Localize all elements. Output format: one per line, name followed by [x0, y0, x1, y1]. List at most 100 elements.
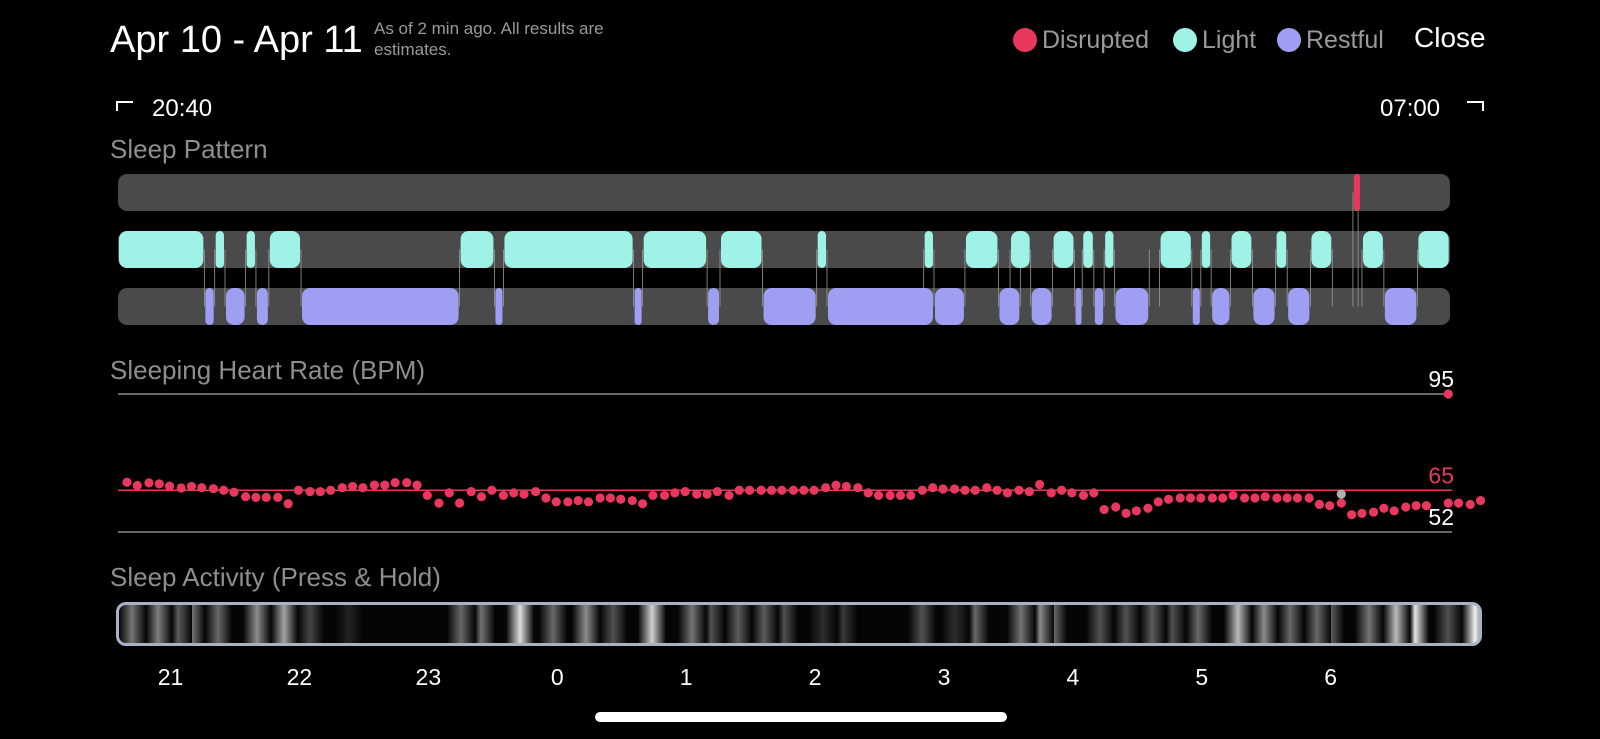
heart-rate-point [1421, 501, 1431, 511]
estimate-note: As of 2 min ago. All results are estimat… [374, 19, 604, 59]
heart-rate-point [498, 490, 509, 501]
segment-light [1362, 231, 1383, 268]
heart-rate-point [1002, 488, 1013, 498]
heart-rate-point [766, 485, 777, 495]
heart-rate-point [1014, 485, 1024, 495]
heart-rate-point [1250, 493, 1260, 503]
heart-rate-point [583, 497, 594, 507]
close-button[interactable]: Close [1414, 22, 1486, 53]
heart-rate-point [412, 480, 422, 490]
heart-rate-point [380, 480, 390, 490]
heart-rate-point [1389, 506, 1399, 516]
range-end-bracket-icon [1467, 101, 1484, 111]
pattern-track-disrupted [118, 174, 1450, 211]
sleep-pattern-title: Sleep Pattern [110, 134, 268, 164]
legend-restful-label: Restful [1306, 25, 1384, 54]
heart-rate-point [702, 489, 712, 499]
restful-dot-icon [1277, 28, 1301, 52]
heart-rate-point [390, 477, 400, 488]
heart-rate-point [444, 488, 454, 498]
heart-rate-point [1368, 507, 1379, 517]
heart-rate-point [1304, 493, 1314, 503]
heart-rate-point [724, 490, 734, 501]
segment-restful [763, 288, 816, 325]
segment-light [924, 231, 933, 268]
heart-rate-point [1153, 497, 1163, 507]
legend-light: Light [1173, 26, 1256, 54]
legend-disrupted: Disrupted [1013, 26, 1149, 54]
heart-rate-point [144, 478, 154, 488]
segment-light [1011, 231, 1030, 268]
heart-rate-point [1325, 501, 1335, 511]
heart-rate-point [638, 499, 648, 509]
heart-rate-point [261, 492, 271, 502]
heart-rate-point [1411, 501, 1421, 511]
heart-rate-point [863, 488, 873, 498]
home-indicator[interactable] [595, 712, 1007, 722]
segment-light [1105, 231, 1114, 268]
heart-rate-point [337, 483, 347, 493]
segment-light [246, 231, 255, 268]
heart-rate-point [627, 495, 637, 506]
heart-rate-point [1056, 485, 1067, 495]
heart-rate-point [293, 485, 304, 495]
hour-tick-label: 5 [1195, 664, 1209, 690]
heart-rate-point [563, 497, 573, 507]
heart-rate-point [251, 492, 261, 502]
heart-rate-point [680, 486, 690, 497]
heart-rate-point [154, 479, 164, 489]
heart-rate-point [809, 485, 819, 495]
heart-rate-point [712, 486, 722, 497]
sleep-activity-title: Sleep Activity (Press & Hold) [110, 562, 441, 592]
heart-rate-point [434, 498, 444, 508]
heart-rate-point [1272, 493, 1282, 503]
heart-rate-point [777, 485, 787, 495]
segment-restful [999, 288, 1020, 325]
heart-rate-point [1067, 488, 1077, 498]
heart-rate-point [906, 490, 916, 501]
segment-restful [1075, 288, 1082, 325]
heart-rate-point [1282, 493, 1292, 503]
legend-restful: Restful [1277, 26, 1384, 54]
heart-rate-point [1046, 488, 1056, 498]
heart-rate-point [164, 481, 175, 491]
heart-rate-point [132, 480, 142, 491]
heart-rate-point [1078, 490, 1089, 501]
heart-rate-point [1292, 493, 1303, 503]
hour-tick-label: 23 [415, 664, 442, 690]
heart-rate-point [240, 492, 251, 502]
segment-light [1201, 231, 1211, 268]
segment-light [269, 231, 301, 268]
range-start-time: 20:40 [152, 95, 213, 122]
heart-rate-point [873, 490, 884, 501]
heart-rate-point [960, 485, 970, 495]
reference-label-95: 95 [1428, 366, 1454, 392]
sleep-pattern-chart[interactable] [0, 170, 1600, 335]
heart-rate-point [122, 477, 132, 487]
heart-rate-point [541, 493, 551, 503]
heart-rate-point [1314, 499, 1324, 509]
heart-rate-title: Sleeping Heart Rate (BPM) [110, 355, 426, 385]
heart-rate-point [315, 486, 325, 497]
heart-rate-point [454, 498, 465, 508]
heart-rate-point [1131, 506, 1141, 516]
heart-rate-point [1454, 498, 1464, 508]
disrupted-dot-icon [1013, 28, 1037, 52]
segment-restful [708, 288, 719, 325]
sleep-activity-strip[interactable] [116, 602, 1482, 646]
segment-restful [1253, 288, 1275, 325]
heart-rate-point [659, 490, 670, 501]
heart-rate-point [1207, 493, 1218, 503]
hour-tick-label: 3 [937, 664, 951, 690]
heart-rate-point [1336, 498, 1346, 508]
segment-light [1276, 231, 1287, 268]
heart-rate-point [1089, 488, 1099, 498]
segment-restful [256, 288, 268, 325]
heart-rate-point [821, 483, 831, 493]
segment-restful [1384, 288, 1417, 325]
segment-light [504, 231, 633, 268]
heart-rate-point [1111, 502, 1121, 512]
segment-restful [1094, 288, 1104, 325]
heart-rate-point [487, 485, 497, 495]
heart-rate-point [595, 493, 605, 503]
